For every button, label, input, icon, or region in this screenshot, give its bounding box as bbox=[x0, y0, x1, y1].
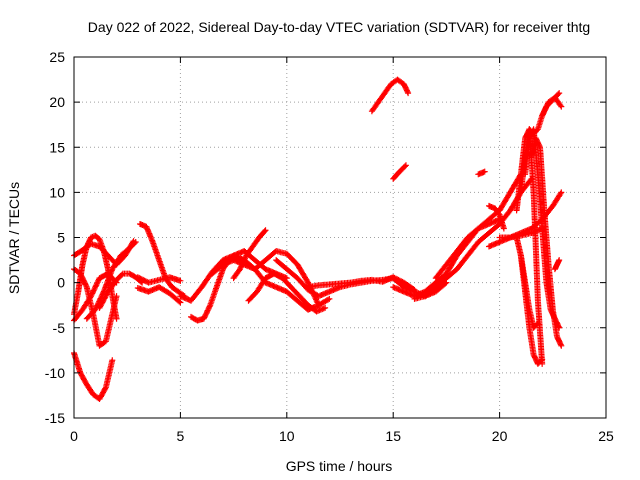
x-tick-label: 20 bbox=[492, 428, 508, 444]
series-markers bbox=[134, 274, 184, 286]
x-tick-label: 5 bbox=[177, 428, 185, 444]
series-markers bbox=[517, 252, 541, 331]
series-markers bbox=[134, 284, 184, 306]
series-markers bbox=[305, 274, 418, 293]
series-track-23 bbox=[432, 216, 503, 282]
series-markers bbox=[528, 135, 565, 349]
series-markers bbox=[390, 162, 409, 182]
y-tick-label: 5 bbox=[57, 230, 65, 246]
series-markers bbox=[551, 257, 563, 273]
series-track-16 bbox=[245, 270, 329, 315]
series-track-29 bbox=[539, 94, 565, 119]
x-tick-label: 15 bbox=[385, 428, 401, 444]
y-tick-label: -15 bbox=[45, 410, 65, 426]
y-tick-label: 25 bbox=[49, 49, 65, 65]
axis-ticks: 0 5 10 15 20 25 -15 -10 -5 0 5 10 15 20 25 bbox=[45, 49, 614, 444]
series-markers bbox=[137, 221, 188, 300]
series-markers bbox=[432, 216, 503, 282]
series-markers bbox=[245, 270, 329, 315]
x-tick-label: 25 bbox=[598, 428, 614, 444]
series-markers bbox=[539, 94, 565, 119]
series-markers bbox=[486, 202, 507, 232]
series-track-8 bbox=[137, 221, 188, 300]
y-tick-label: 0 bbox=[57, 275, 65, 291]
y-tick-label: 10 bbox=[49, 184, 65, 200]
series-track-35 bbox=[551, 257, 563, 273]
x-tick-label: 10 bbox=[279, 428, 295, 444]
series-track-25 bbox=[486, 202, 507, 232]
series-track-9 bbox=[134, 274, 184, 286]
chart-title: Day 022 of 2022, Sidereal Day-to-day VTE… bbox=[88, 19, 590, 35]
y-tick-label: 15 bbox=[49, 139, 65, 155]
series-track-6 bbox=[83, 239, 139, 322]
series-track-18 bbox=[305, 274, 418, 293]
series-markers bbox=[475, 168, 488, 178]
series-track-20 bbox=[390, 162, 409, 182]
y-axis-label: SDTVAR / TECUs bbox=[6, 182, 22, 294]
x-tick-label: 0 bbox=[70, 428, 78, 444]
series-track-10 bbox=[134, 284, 184, 306]
series-markers bbox=[517, 126, 546, 367]
series-track-19 bbox=[368, 76, 412, 115]
series-track-34 bbox=[517, 252, 541, 331]
series-track-31 bbox=[517, 126, 546, 367]
y-tick-label: -5 bbox=[53, 320, 66, 336]
x-axis-label: GPS time / hours bbox=[286, 458, 393, 474]
grid-lines bbox=[74, 57, 606, 418]
series-track-24 bbox=[475, 168, 488, 178]
series-markers bbox=[83, 239, 139, 322]
series-track-33 bbox=[528, 135, 565, 349]
y-tick-label: 20 bbox=[49, 94, 65, 110]
series-markers bbox=[368, 76, 412, 115]
y-tick-label: -10 bbox=[45, 365, 65, 381]
